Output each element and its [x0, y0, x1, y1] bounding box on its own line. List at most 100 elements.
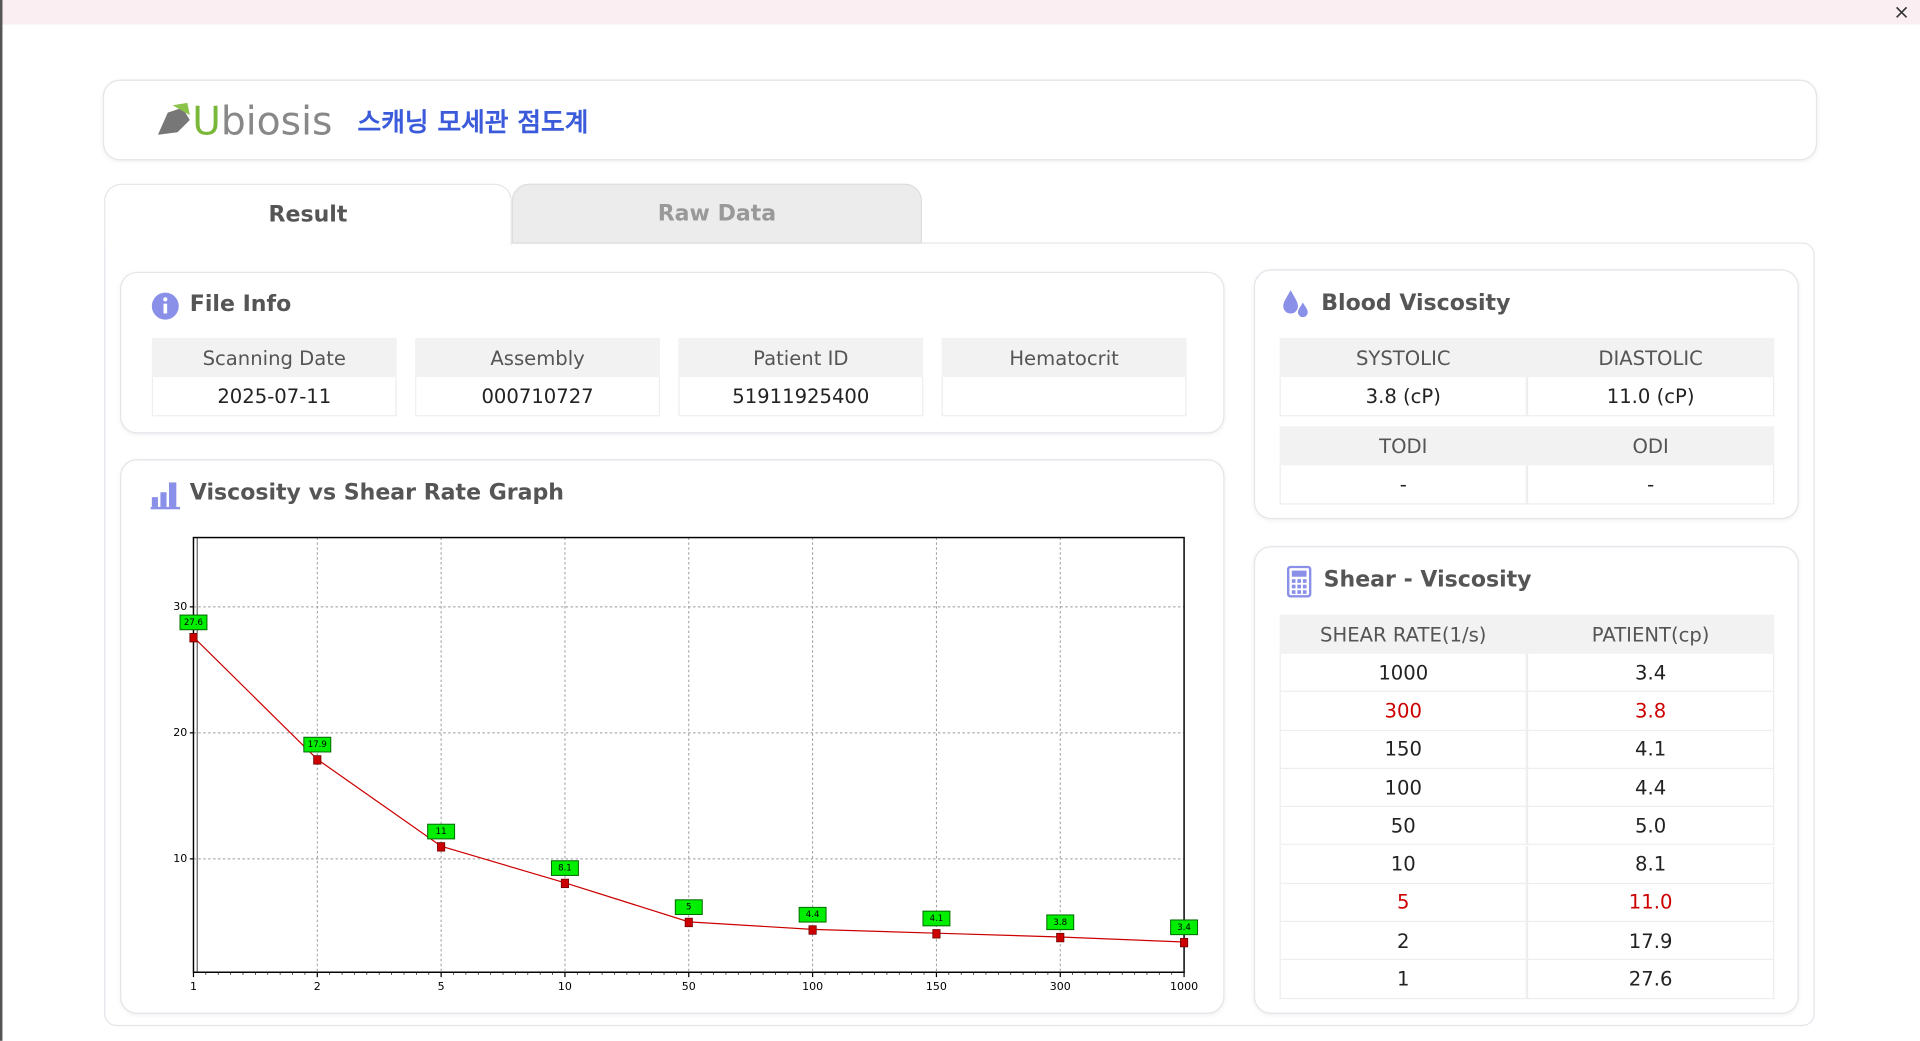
graph-card: Viscosity vs Shear Rate Graph 10 20 30 1 2 5 1… [120, 459, 1225, 1014]
value-cell: 17.9 [1526, 922, 1775, 961]
window-edge [0, 0, 3, 1041]
file-info-card: File Info Scanning Date 2025-07-11 Assembl… [120, 271, 1225, 434]
card-title: File Info [189, 291, 292, 318]
calculator-icon [1286, 565, 1312, 598]
chart-title: Viscosity vs Shear Rate Graph [189, 480, 565, 506]
header-cell: TODI [1279, 426, 1527, 466]
app-title: 스캐닝 모세관 점도계 [357, 107, 589, 138]
x-tick-label: 1000 [1170, 980, 1198, 993]
value-label-box [179, 614, 208, 631]
title-bar [0, 0, 1920, 25]
header-cell: ODI [1526, 426, 1775, 466]
tab-raw-data[interactable]: Raw Data [511, 183, 923, 244]
value-cell: 8.1 [1526, 845, 1775, 884]
value-cell: - [1526, 465, 1775, 505]
brand: Ubiosis [192, 97, 333, 145]
value-label: 27.6 [184, 618, 203, 628]
header-card: Ubiosis 스캐닝 모세관 점도계 [102, 79, 1818, 161]
value-cell: 000710727 [415, 377, 660, 417]
value-label-box [550, 860, 579, 876]
value-cell: 5 [1279, 883, 1527, 923]
value-cell: 1 [1279, 960, 1527, 999]
point-marker [313, 755, 322, 765]
tab-result[interactable]: Result [104, 183, 512, 245]
header-cell: SHEAR RATE(1/s) [1279, 614, 1527, 654]
header-cell: DIASTOLIC [1526, 337, 1775, 378]
shear-viscosity-card: Shear - Viscosity SHEAR RATE(1/s) PATIENT… [1253, 546, 1799, 1014]
value-cell: 3.8 [1526, 692, 1775, 731]
value-cell: - [1279, 465, 1527, 505]
value-label-box [922, 910, 951, 927]
card-title: Blood Viscosity [1321, 290, 1511, 316]
header-cell: Patient ID [678, 337, 924, 378]
value-cell: 50 [1279, 807, 1527, 846]
value-label-box [1046, 914, 1075, 931]
chart: 10 20 30 1 2 5 10 50 100 150 300 1000 27.6 17.9 11 8.1 5… [173, 536, 1199, 993]
value-label: 3.8 [1053, 918, 1067, 928]
x-tick-label: 100 [802, 980, 823, 993]
point-marker [1056, 932, 1065, 943]
value-label-box [303, 736, 332, 753]
value-label-box [798, 906, 827, 923]
value-cell: 4.1 [1526, 730, 1775, 769]
value-label: 17.9 [308, 740, 327, 750]
tab-panel [104, 242, 1815, 1027]
x-tick-label: 50 [682, 980, 696, 993]
logo-icon [157, 102, 190, 135]
value-cell: 1000 [1279, 653, 1527, 693]
blood-viscosity-card: Blood Viscosity SYSTOLIC 3.8 (cP) DIASTOLI… [1253, 269, 1799, 520]
point-marker [437, 842, 446, 852]
value-cell: 5.0 [1526, 807, 1775, 846]
value-label: 4.4 [806, 910, 820, 920]
x-tick-label: 5 [438, 980, 445, 993]
value-cell: 3.4 [1526, 653, 1775, 693]
x-tick-label: 2 [314, 980, 321, 993]
header-cell: PATIENT(cp) [1526, 614, 1775, 654]
header-cell: Assembly [415, 337, 660, 378]
value-cell: 11.0 [1526, 883, 1775, 923]
value-cell: 51911925400 [678, 377, 924, 417]
value-cell: 100 [1279, 768, 1527, 808]
value-cell: 27.6 [1526, 960, 1775, 999]
value-cell: 11.0 (cP) [1526, 377, 1775, 417]
header-cell: Hematocrit [941, 337, 1187, 378]
x-tick-label: 150 [926, 980, 947, 993]
y-tick-label: 10 [173, 852, 187, 865]
point-marker [1180, 937, 1189, 948]
chart-icon [150, 482, 180, 510]
value-cell: 10 [1279, 845, 1527, 884]
value-cell: 4.4 [1526, 768, 1775, 808]
plot-frame [192, 536, 1185, 973]
value-label: 4.1 [930, 914, 944, 924]
x-tick-label: 300 [1050, 980, 1071, 993]
value-label-box [674, 899, 703, 915]
close-button[interactable]: × [1893, 0, 1910, 24]
value-cell: 300 [1279, 692, 1527, 731]
value-cell: 150 [1279, 730, 1527, 769]
value-label-box [1170, 919, 1199, 936]
point-marker [808, 925, 817, 935]
header-cell: Scanning Date [151, 337, 397, 378]
y-tick-label: 30 [173, 600, 187, 613]
drop-icon [1283, 290, 1308, 318]
x-tick-label: 10 [558, 980, 572, 993]
value-cell [941, 377, 1187, 417]
value-label-box [427, 823, 456, 840]
header-cell: SYSTOLIC [1279, 337, 1527, 378]
value-label: 11 [436, 827, 447, 837]
point-marker [189, 633, 198, 643]
value-cell: 3.8 (cP) [1279, 377, 1527, 417]
x-tick-label: 1 [190, 980, 197, 993]
y-tick-label: 20 [173, 726, 187, 739]
value-label: 3.4 [1177, 923, 1191, 933]
point-marker [560, 878, 569, 889]
value-label: 8.1 [558, 864, 572, 874]
info-icon [151, 292, 179, 320]
point-marker [684, 917, 693, 928]
card-title: Shear - Viscosity [1323, 566, 1532, 593]
point-marker [932, 929, 941, 939]
value-label: 5 [686, 903, 691, 913]
